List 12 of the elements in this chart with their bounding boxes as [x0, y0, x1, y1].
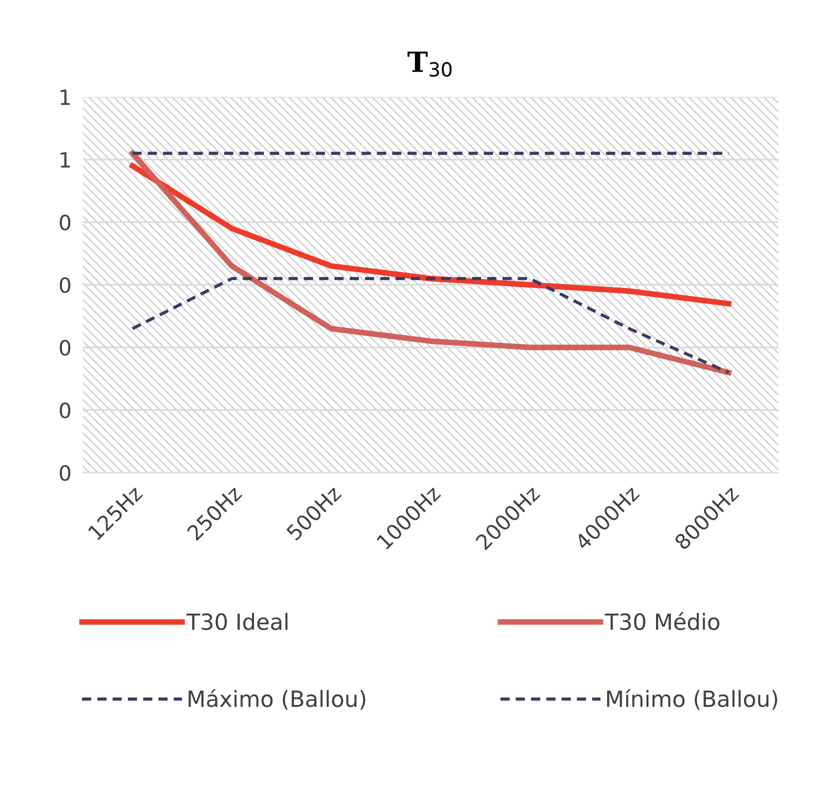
y-tick-label: 1 — [60, 90, 70, 105]
y-tick-label: 0 — [60, 277, 70, 294]
y-tick-label: 0 — [60, 214, 70, 230]
y-tick-label: 0 — [60, 340, 70, 356]
legend-label: T30 Médio — [604, 612, 720, 630]
y-tick-label: 0 — [60, 465, 70, 481]
chart-title: T$_{30}$ — [408, 52, 452, 77]
y-tick-label: 0 — [60, 402, 70, 418]
y-tick-label: 1 — [60, 152, 70, 168]
legend-label: T30 Ideal — [186, 612, 288, 630]
legend-label: Mínimo (Ballou) — [607, 689, 778, 710]
legend-label: Máximo (Ballou) — [188, 689, 366, 710]
